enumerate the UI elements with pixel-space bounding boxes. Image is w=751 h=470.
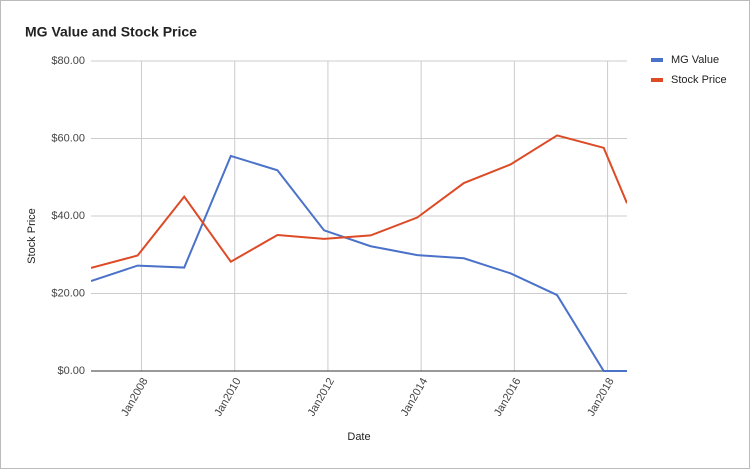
legend-label: Stock Price (671, 74, 727, 86)
y-tick-label: $80.00 (51, 55, 85, 67)
y-tick-label: $0.00 (57, 365, 85, 377)
y-tick-label: $20.00 (51, 287, 85, 299)
y-tick-label: $60.00 (51, 132, 85, 144)
legend-swatch (651, 58, 663, 62)
chart-title: MG Value and Stock Price (25, 24, 197, 40)
plot (91, 134, 627, 372)
y-tick-label: $40.00 (51, 210, 85, 222)
x-axis-title: Date (347, 431, 370, 443)
series-line (91, 134, 627, 269)
legend-swatch (651, 78, 663, 82)
y-axis-title: Stock Price (26, 208, 38, 264)
series-line (91, 154, 627, 372)
legend-label: MG Value (671, 54, 719, 66)
